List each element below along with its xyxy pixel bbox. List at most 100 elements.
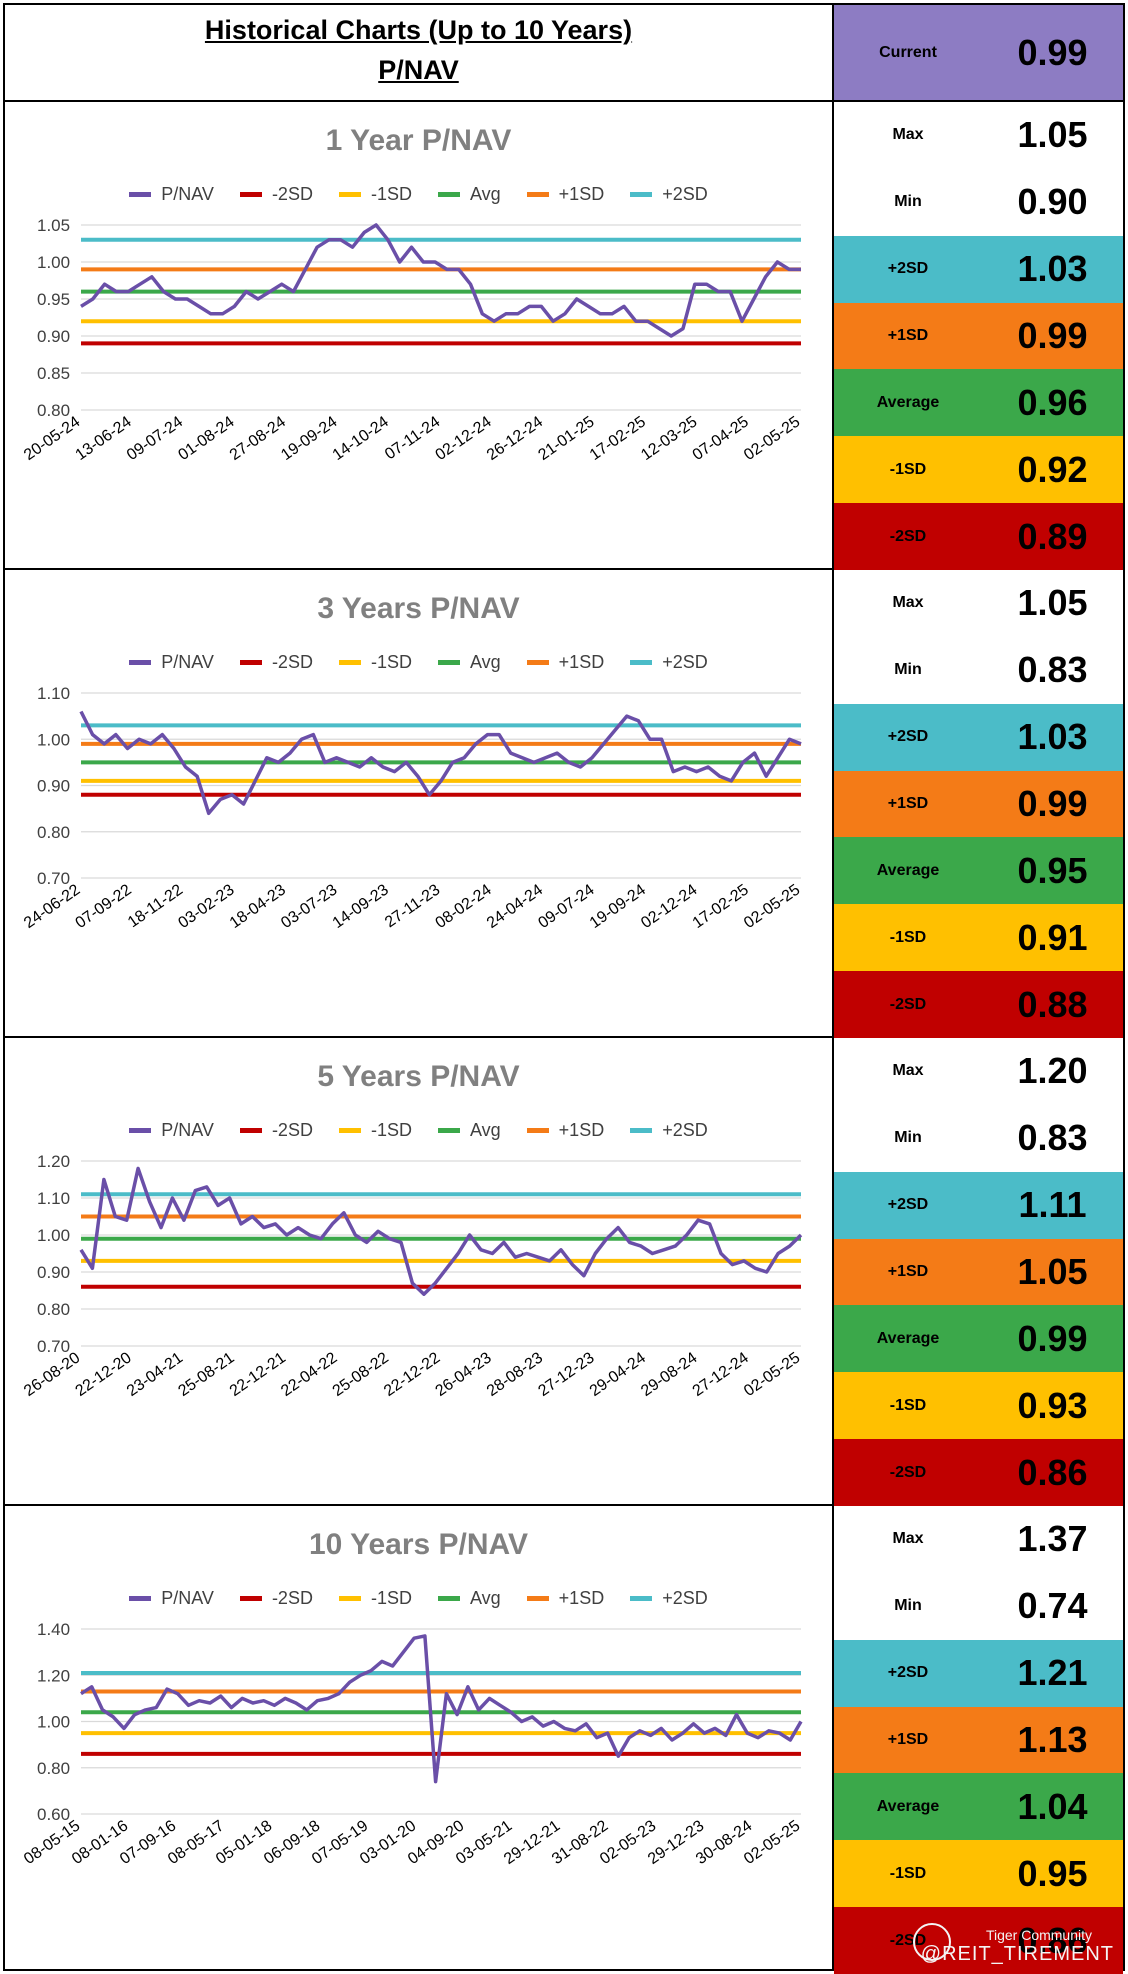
stat-label: -1SD: [889, 928, 927, 946]
legend-item: +2SD: [630, 1120, 708, 1141]
stat-cell-plus1sd: +1SD 1.13: [834, 1706, 1123, 1774]
x-tick-label: 28-08-23: [484, 1349, 546, 1400]
legend-swatch: [630, 192, 653, 197]
stat-label: +2SD: [887, 260, 929, 278]
x-tick-label: 26-12-24: [484, 413, 546, 464]
x-tick-label: 25-08-22: [330, 1349, 392, 1400]
stat-label: -2SD: [889, 1463, 927, 1481]
x-tick-label: 18-04-23: [227, 881, 289, 932]
x-tick-label: 03-07-23: [278, 881, 340, 932]
current-label: Current: [879, 43, 937, 61]
y-tick-label: 0.90: [37, 1263, 70, 1282]
legend-label: P/NAV: [161, 184, 214, 204]
stat-cell-plus2sd: +2SD 1.21: [834, 1639, 1123, 1707]
stat-cell-average: Average 0.99: [834, 1305, 1123, 1373]
stat-label: Min: [894, 1597, 922, 1615]
x-tick-label: 24-04-24: [484, 881, 546, 932]
stat-label: Max: [892, 594, 924, 612]
stat-label: -2SD: [889, 995, 927, 1013]
legend-label: +2SD: [662, 652, 708, 672]
x-tick-label: 18-11-22: [125, 881, 186, 931]
x-tick-label: 24-06-22: [21, 881, 83, 932]
chart-title: 5 Years P/NAV: [317, 1060, 520, 1093]
legend-label: +2SD: [662, 1588, 708, 1608]
legend-label: -2SD: [271, 1120, 313, 1140]
stat-cell-minus1sd: -1SD 0.95: [834, 1840, 1123, 1908]
line-chart: 1.10 1.00 0.90 0.80 0.7024-06-2207-09-2218-1…: [21, 684, 803, 932]
x-tick-label: 13-06-24: [73, 413, 135, 464]
legend-swatch: [526, 1596, 549, 1601]
legend-label: P/NAV: [161, 652, 214, 672]
page-title: Historical Charts (Up to 10 Years) P/NAV: [5, 10, 832, 90]
chart-title: 1 Year P/NAV: [325, 124, 512, 157]
x-tick-label: 22-12-22: [381, 1349, 443, 1400]
x-tick-label: 29-08-24: [638, 1349, 700, 1400]
x-tick-label: 22-04-22: [278, 1349, 340, 1400]
stat-value: 0.95: [1017, 849, 1088, 891]
stat-label: Min: [894, 1129, 922, 1147]
legend-item: P/NAV: [129, 1588, 214, 1609]
chart-legend: P/NAV -2SD -1SD Avg +1SD +2SD: [5, 1588, 832, 1609]
pnav-series-line: [80, 1634, 803, 1784]
stat-value: 0.96: [1017, 381, 1088, 423]
stat-value: 1.37: [1017, 1518, 1088, 1560]
legend-label: -2SD: [271, 1588, 313, 1608]
x-tick-label: 27-12-24: [690, 1349, 752, 1400]
stat-value: 0.88: [1017, 983, 1088, 1025]
watermark-handle: @REIT_TIREMENT: [920, 1943, 1114, 1965]
stat-label: Max: [892, 1062, 924, 1080]
legend-swatch: [338, 660, 361, 665]
legend-swatch: [239, 660, 262, 665]
x-tick-label: 19-09-24: [587, 881, 649, 932]
legend-swatch: [437, 660, 460, 665]
legend-label: Avg: [469, 1588, 501, 1608]
x-tick-label: 02-12-24: [433, 413, 495, 464]
legend-swatch: [129, 1596, 152, 1601]
y-tick-label: 1.20: [37, 1152, 70, 1171]
y-tick-label: 0.80: [37, 823, 70, 842]
legend-item: -1SD: [338, 1120, 412, 1141]
chart-legend: P/NAV -2SD -1SD Avg +1SD +2SD: [5, 652, 832, 673]
stat-cell-average: Average 0.96: [834, 369, 1123, 437]
legend-swatch: [526, 660, 549, 665]
legend-item: -2SD: [239, 1588, 313, 1609]
stat-value: 1.05: [1017, 114, 1088, 156]
stat-cell-min: Min 0.74: [834, 1572, 1123, 1640]
legend-label: +2SD: [662, 184, 708, 204]
legend-swatch: [239, 1596, 262, 1601]
legend-label: +1SD: [558, 1588, 605, 1608]
stat-value: 0.74: [1017, 1585, 1088, 1627]
stat-cell-plus2sd: +2SD 1.11: [834, 1171, 1123, 1239]
stat-value: 1.20: [1017, 1050, 1088, 1092]
legend-item: +2SD: [630, 1588, 708, 1609]
stat-label: +1SD: [887, 1730, 929, 1748]
legend-swatch: [630, 1128, 653, 1133]
legend-item: P/NAV: [129, 652, 214, 673]
stat-cell-minus2sd: -2SD 0.86: [834, 1907, 1123, 1974]
legend-label: -1SD: [370, 184, 412, 204]
legend-label: -1SD: [370, 1120, 412, 1140]
legend-item: Avg: [437, 652, 501, 673]
x-tick-label: 27-11-23: [382, 881, 443, 931]
stat-value: 0.90: [1017, 181, 1088, 223]
legend-item: Avg: [437, 1120, 501, 1141]
y-tick-label: 1.00: [37, 1226, 70, 1245]
legend-item: +1SD: [526, 652, 604, 673]
stat-cell-average: Average 1.04: [834, 1773, 1123, 1841]
legend-item: -2SD: [239, 652, 313, 673]
pnav-series-line: [80, 223, 801, 338]
x-tick-label: 25-08-21: [175, 1349, 237, 1400]
legend-label: P/NAV: [161, 1588, 214, 1608]
legend-swatch: [526, 1128, 549, 1133]
stat-cell-min: Min 0.90: [834, 168, 1123, 236]
stat-label: +1SD: [887, 794, 929, 812]
x-tick-label: 22-12-20: [73, 1349, 135, 1400]
stat-value: 1.11: [1018, 1184, 1087, 1226]
legend-swatch: [630, 660, 653, 665]
chart-legend: P/NAV -2SD -1SD Avg +1SD +2SD: [5, 1120, 832, 1141]
stat-value: 1.04: [1017, 1785, 1088, 1827]
stat-label: -2SD: [889, 527, 927, 545]
x-tick-label: 07-09-22: [73, 881, 135, 932]
x-tick-label: 14-10-24: [330, 413, 392, 464]
stat-value: 0.99: [1017, 1317, 1088, 1359]
